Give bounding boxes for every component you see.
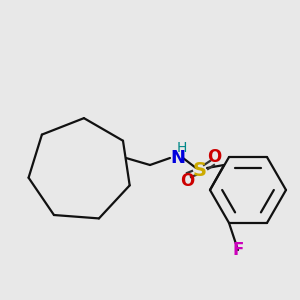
Text: F: F — [232, 241, 244, 259]
Text: O: O — [180, 172, 194, 190]
Text: S: S — [193, 160, 207, 179]
Text: O: O — [207, 148, 221, 166]
Text: H: H — [177, 141, 187, 155]
Text: N: N — [170, 149, 185, 167]
